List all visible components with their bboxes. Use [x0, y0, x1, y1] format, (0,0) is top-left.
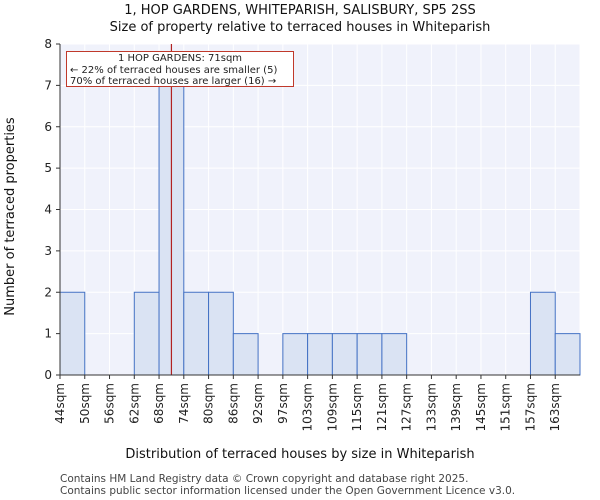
x-tick-label: 151sqm [499, 383, 513, 431]
bar-163sqm [554, 333, 581, 376]
annotation-line-1: 1 HOP GARDENS: 71sqm [117, 53, 243, 64]
annotation-line-2: ← 22% of terraced houses are smaller (5) [70, 64, 278, 76]
x-tick-label: 145sqm [474, 383, 488, 431]
y-tick-label: 2 [44, 285, 52, 299]
x-tick-label: 44sqm [53, 383, 67, 424]
x-tick-label: 157sqm [523, 383, 537, 431]
y-tick-label: 4 [44, 203, 52, 217]
x-tick-label: 97sqm [276, 383, 290, 424]
x-tick-label: 56sqm [103, 383, 117, 424]
bar-97sqm [282, 333, 309, 376]
y-tick-label: 0 [44, 368, 52, 382]
x-tick-label: 163sqm [548, 383, 562, 431]
bar-103sqm [307, 333, 333, 376]
x-tick-label: 127sqm [400, 383, 414, 431]
annotation-line-3: 70% of terraced houses are larger (16) → [70, 76, 277, 87]
bar-62sqm [133, 291, 160, 376]
y-tick-label: 1 [44, 327, 52, 341]
chart-subtitle: Size of property relative to terraced ho… [109, 20, 491, 35]
x-tick-label: 109sqm [325, 383, 339, 431]
bar-157sqm [529, 291, 556, 376]
x-axis-label: Distribution of terraced houses by size … [125, 447, 474, 462]
x-tick-label: 103sqm [301, 383, 315, 431]
x-tick-label: 68sqm [152, 383, 166, 424]
footer-line-2: Contains public sector information licen… [60, 485, 516, 497]
annotation-box: 1 HOP GARDENS: 71sqm ← 22% of terraced h… [66, 51, 294, 87]
y-tick-label: 5 [44, 161, 52, 175]
bar-109sqm [331, 333, 358, 376]
bar-80sqm [208, 291, 234, 376]
bar-74sqm [183, 291, 210, 376]
x-tick-label: 62sqm [127, 383, 141, 424]
bar-121sqm [381, 333, 408, 376]
bar-115sqm [356, 333, 383, 376]
x-tick-label: 139sqm [449, 383, 463, 431]
x-tick-label: 74sqm [177, 383, 191, 424]
x-tick-label: 86sqm [226, 383, 240, 424]
x-tick-label: 92sqm [251, 383, 265, 424]
y-tick-label: 7 [44, 78, 52, 92]
y-axis-label: Number of terraced properties [3, 117, 18, 316]
chart-title: 1, HOP GARDENS, WHITEPARISH, SALISBURY, … [124, 3, 476, 18]
x-tick-label: 50sqm [78, 383, 92, 424]
footer-line-1: Contains HM Land Registry data © Crown c… [60, 473, 469, 485]
x-tick-label: 115sqm [350, 383, 364, 431]
bar-44sqm [59, 291, 86, 376]
bar-86sqm [232, 333, 259, 376]
x-tick-label: 121sqm [375, 383, 389, 431]
y-tick-label: 6 [44, 120, 52, 134]
x-tick-label: 133sqm [424, 383, 438, 431]
y-tick-label: 8 [44, 37, 52, 51]
x-tick-label: 80sqm [202, 383, 216, 424]
y-tick-label: 3 [44, 244, 52, 258]
